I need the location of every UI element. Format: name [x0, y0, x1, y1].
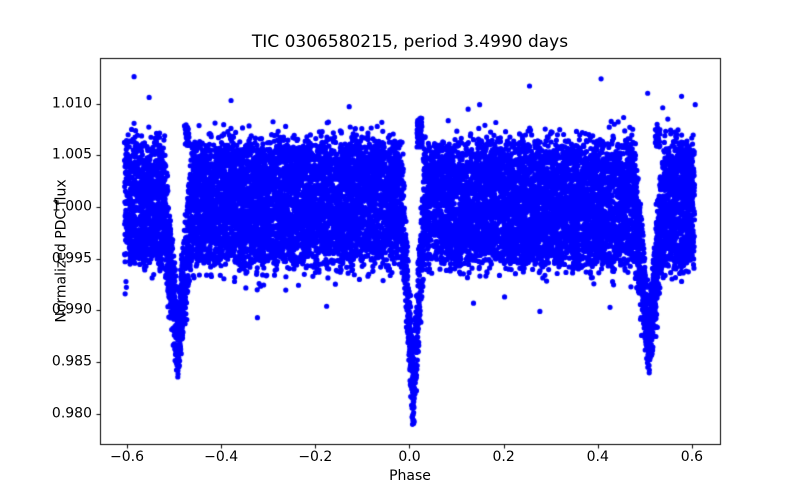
x-tick-label: 0.6 [680, 449, 704, 465]
y-tick-label: 1.005 [51, 146, 92, 163]
y-tick-label: 1.010 [51, 94, 92, 111]
y-tick-label: 0.990 [51, 301, 92, 318]
y-tick-label: 0.980 [51, 405, 92, 422]
x-tick-label: 0.0 [398, 449, 421, 465]
x-axis-label: Phase [389, 468, 431, 484]
x-tick-label: −0.2 [298, 449, 333, 465]
x-tick-label: −0.6 [110, 449, 145, 465]
y-tick-label: 1.000 [51, 198, 92, 215]
x-tick-label: 0.4 [586, 449, 609, 465]
y-tick-label: 0.995 [51, 250, 92, 267]
x-tick-label: 0.2 [492, 449, 515, 465]
x-tick-label: −0.4 [204, 449, 239, 465]
y-tick-label: 0.985 [51, 353, 92, 370]
chart-title: TIC 0306580215, period 3.4990 days [251, 32, 569, 52]
